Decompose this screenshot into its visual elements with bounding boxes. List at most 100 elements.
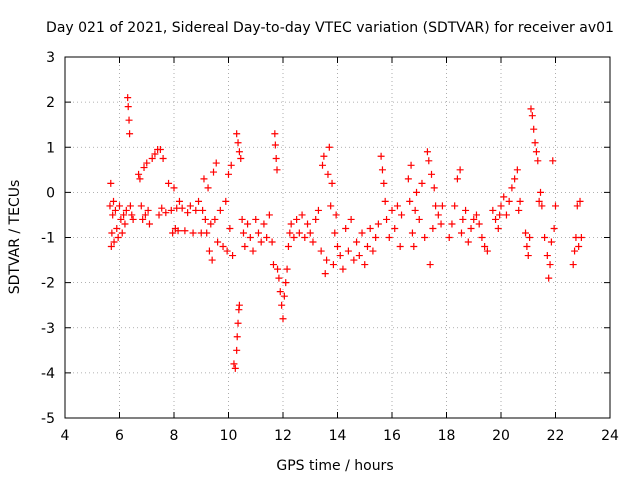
data-point — [523, 243, 531, 251]
data-point — [260, 220, 268, 228]
x-axis-label: GPS time / hours — [276, 458, 393, 474]
data-point — [219, 243, 227, 251]
data-point — [573, 202, 581, 210]
data-point — [393, 202, 401, 210]
data-point — [342, 224, 350, 232]
data-point — [129, 215, 137, 223]
data-point — [336, 252, 344, 260]
data-point — [391, 224, 399, 232]
data-point — [470, 215, 478, 223]
data-point — [494, 224, 502, 232]
data-point — [257, 238, 265, 246]
data-point — [347, 215, 355, 223]
data-point — [522, 229, 530, 237]
data-point — [158, 204, 166, 212]
data-point — [144, 206, 152, 214]
data-point — [332, 211, 340, 219]
data-point — [117, 215, 125, 223]
data-point — [398, 211, 406, 219]
data-point — [287, 220, 295, 228]
data-point — [550, 224, 558, 232]
x-tick-label: 8 — [170, 428, 179, 444]
data-point — [271, 141, 279, 149]
data-point — [283, 265, 291, 273]
data-point — [361, 261, 369, 269]
data-point — [418, 179, 426, 187]
data-point — [496, 211, 504, 219]
data-point — [246, 234, 254, 241]
data-point — [378, 166, 386, 174]
data-point — [497, 202, 505, 210]
x-tick-label: 24 — [601, 428, 619, 444]
data-point — [467, 224, 475, 232]
data-point — [481, 243, 489, 251]
x-tick-label: 18 — [438, 428, 456, 444]
data-point — [411, 206, 419, 214]
data-point — [106, 202, 114, 210]
data-point — [545, 274, 553, 282]
data-point — [423, 148, 431, 156]
data-point — [227, 161, 235, 169]
data-point — [396, 243, 404, 251]
data-point — [475, 220, 483, 228]
data-point — [576, 197, 584, 205]
data-point — [524, 252, 532, 260]
data-point — [165, 179, 173, 187]
data-point — [199, 206, 207, 214]
y-tick-label: -5 — [41, 411, 55, 427]
y-tick-label: 2 — [46, 95, 55, 111]
data-point — [457, 229, 465, 237]
data-point — [116, 202, 123, 210]
data-point — [388, 206, 396, 214]
data-point — [425, 157, 433, 165]
data-point — [549, 157, 557, 165]
data-point — [428, 170, 436, 178]
data-point — [453, 175, 461, 183]
data-point — [122, 206, 130, 214]
data-point — [344, 247, 352, 255]
data-point — [334, 243, 341, 251]
data-point — [319, 161, 327, 169]
data-point — [546, 261, 554, 269]
data-point — [186, 202, 194, 210]
data-point — [295, 229, 303, 237]
data-point — [225, 170, 232, 178]
data-point — [235, 148, 243, 156]
x-tick-label: 22 — [547, 428, 565, 444]
data-point — [438, 202, 446, 210]
data-point — [278, 301, 286, 309]
data-point — [126, 202, 134, 210]
data-point — [274, 265, 282, 273]
data-point — [537, 188, 545, 196]
data-point — [317, 247, 325, 255]
data-point — [128, 211, 136, 219]
data-point — [532, 148, 540, 156]
data-point — [290, 234, 298, 241]
data-point — [207, 220, 215, 228]
data-point — [109, 211, 117, 219]
data-point — [195, 197, 203, 205]
data-point — [415, 215, 423, 223]
y-tick-label: -1 — [41, 231, 55, 247]
x-tick-label: 14 — [329, 428, 347, 444]
data-point — [366, 224, 374, 232]
data-point — [126, 130, 134, 138]
data-point — [135, 170, 143, 178]
data-point — [216, 206, 224, 214]
y-axis-label: SDTVAR / TECUs — [7, 180, 23, 295]
data-point — [204, 184, 212, 192]
data-point — [286, 229, 294, 237]
data-point — [273, 166, 281, 174]
data-point — [148, 155, 156, 163]
y-tick-label: 1 — [46, 140, 55, 156]
data-point — [472, 211, 480, 219]
data-point — [434, 211, 442, 219]
data-point — [301, 234, 309, 241]
data-point — [383, 215, 391, 223]
data-point — [234, 139, 242, 147]
data-point — [120, 211, 128, 219]
data-point — [222, 197, 230, 205]
data-point — [325, 143, 333, 151]
